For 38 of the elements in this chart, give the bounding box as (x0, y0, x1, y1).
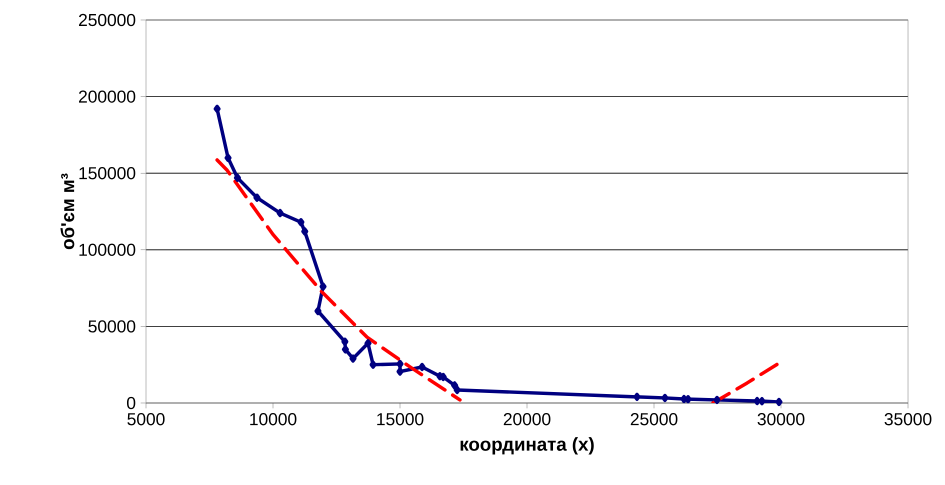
point (633, 392, 641, 402)
y-tick-label: 50000 (88, 320, 136, 333)
point (320, 282, 327, 291)
point (713, 396, 721, 404)
x-tick-label: 25000 (630, 413, 678, 426)
x-tick-label: 10000 (250, 413, 296, 426)
y-axis-title: об'єм м³ (60, 174, 74, 250)
point (451, 381, 458, 390)
point (661, 394, 668, 402)
point (253, 194, 261, 202)
point (314, 306, 322, 316)
x-tick-label: 20000 (504, 413, 550, 426)
x-tick-label: 5000 (127, 413, 165, 426)
point (301, 227, 308, 236)
point (454, 386, 461, 394)
x-tick-label: 35000 (884, 413, 932, 426)
point (418, 362, 426, 372)
y-tick-label: 200000 (78, 90, 136, 103)
point (276, 208, 284, 218)
point (364, 339, 372, 348)
point (341, 338, 348, 346)
x-tick-label: 15000 (377, 413, 424, 426)
y-tick-label: 250000 (78, 14, 136, 26)
point (396, 360, 404, 368)
point (342, 345, 349, 354)
point (349, 354, 357, 363)
y-tick-label: 0 (126, 396, 136, 410)
x-tick-label: 30000 (758, 413, 804, 426)
point (370, 360, 377, 369)
point (234, 174, 241, 182)
y-tick-label: 150000 (79, 167, 136, 180)
point (297, 218, 304, 226)
y-tick-label: 100000 (79, 244, 136, 256)
x-axis-title: координата (x) (460, 437, 594, 455)
point (775, 398, 783, 406)
point (224, 154, 232, 162)
point (214, 104, 221, 113)
point (396, 367, 404, 376)
